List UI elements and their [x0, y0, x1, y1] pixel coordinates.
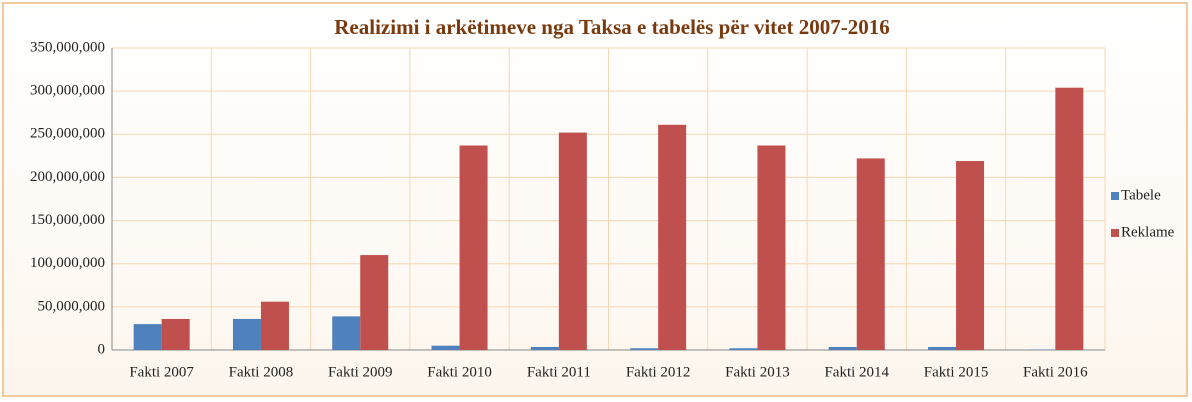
x-tick-label: Fakti 2013 — [725, 364, 790, 380]
bar — [856, 158, 885, 350]
bar — [161, 318, 190, 350]
y-tick-label: 150,000,000 — [30, 212, 105, 228]
x-tick-label: Fakti 2007 — [129, 364, 194, 380]
bar — [658, 124, 687, 351]
bar — [630, 348, 659, 350]
y-tick-label: 250,000,000 — [30, 126, 105, 142]
bar — [530, 346, 559, 350]
chart-title: Realizimi i arkëtimeve nga Taksa e tabel… — [334, 15, 889, 39]
y-tick-label: 200,000,000 — [30, 169, 105, 185]
x-tick-label: Fakti 2008 — [229, 364, 294, 380]
x-tick-label: Fakti 2009 — [328, 364, 393, 380]
legend-label: Reklame — [1121, 224, 1175, 240]
bar — [260, 301, 289, 350]
bar — [956, 161, 985, 350]
y-tick-label: 350,000,000 — [30, 39, 105, 55]
x-tick-label: Fakti 2012 — [626, 364, 691, 380]
y-tick-label: 100,000,000 — [30, 255, 105, 271]
x-tick-label: Fakti 2011 — [527, 364, 591, 380]
bar — [332, 316, 361, 350]
bar — [232, 318, 261, 350]
x-tick-label: Fakti 2016 — [1023, 364, 1088, 380]
bar — [459, 145, 488, 350]
y-tick-label: 50,000,000 — [38, 298, 106, 314]
legend-swatch — [1111, 229, 1119, 237]
x-tick-label: Fakti 2010 — [427, 364, 492, 380]
bar — [828, 346, 857, 350]
y-tick-label: 0 — [98, 341, 106, 357]
x-tick-label: Fakti 2015 — [924, 364, 989, 380]
bar — [1055, 87, 1084, 350]
bar — [757, 145, 786, 350]
bar — [928, 346, 957, 350]
chart-frame — [2, 2, 1188, 397]
bar — [729, 348, 758, 350]
bar — [360, 255, 389, 350]
bar — [431, 345, 460, 350]
x-tick-label: Fakti 2014 — [824, 364, 889, 380]
bar — [133, 324, 162, 350]
bar — [558, 132, 587, 350]
legend-label: Tabele — [1121, 187, 1161, 203]
y-tick-label: 300,000,000 — [30, 83, 105, 99]
legend-swatch — [1111, 192, 1119, 200]
